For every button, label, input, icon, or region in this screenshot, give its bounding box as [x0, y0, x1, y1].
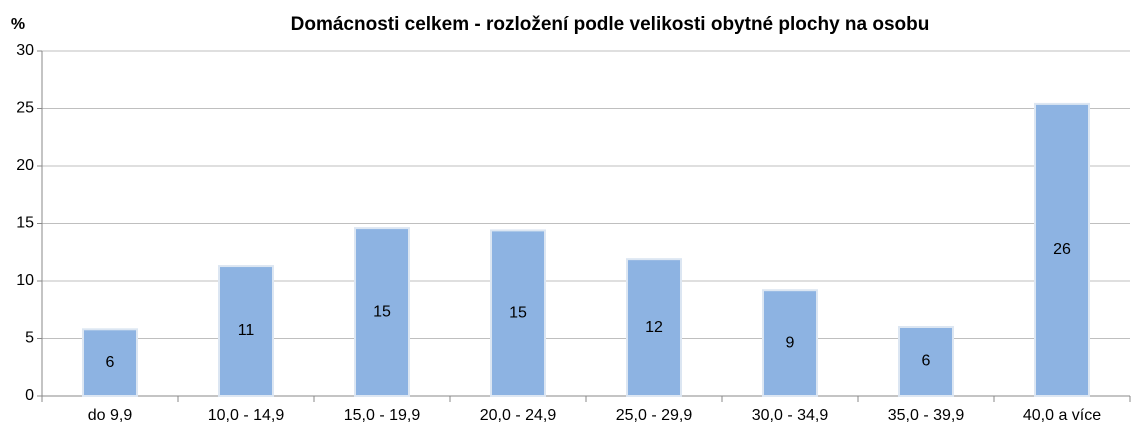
x-tick-label: 25,0 - 29,9: [616, 407, 693, 424]
y-tick-label: 15: [16, 215, 34, 232]
data-label: 12: [645, 319, 663, 336]
x-tick-label: 10,0 - 14,9: [208, 407, 285, 424]
y-tick-label: 5: [25, 330, 34, 347]
bar: [626, 258, 682, 397]
x-tick-label: 20,0 - 24,9: [480, 407, 557, 424]
bar: [490, 229, 546, 397]
data-label: 11: [238, 322, 255, 339]
y-axis-label: %: [11, 16, 25, 33]
x-tick-label: 30,0 - 34,9: [752, 407, 829, 424]
data-label: 6: [922, 353, 931, 370]
data-label: 26: [1053, 241, 1071, 258]
y-tick-label: 30: [16, 42, 34, 59]
data-label: 15: [373, 303, 391, 320]
bar: [82, 328, 138, 397]
data-label: 9: [786, 334, 795, 351]
y-tick-label: 10: [16, 272, 34, 289]
data-label: 6: [106, 354, 115, 371]
y-tick-label: 20: [16, 157, 34, 174]
x-tick-label: 35,0 - 39,9: [888, 407, 965, 424]
bar: [354, 227, 410, 397]
x-tick-label: 15,0 - 19,9: [344, 407, 421, 424]
bar: [1034, 102, 1090, 398]
x-tick-label: 40,0 a více: [1023, 407, 1101, 424]
y-tick-label: 25: [16, 100, 34, 117]
bar: [218, 265, 274, 397]
bar: [762, 289, 818, 398]
bar: [898, 326, 954, 397]
x-tick-label: do 9,9: [88, 407, 133, 424]
y-tick-label: 0: [25, 387, 34, 404]
data-label: 15: [509, 304, 527, 321]
chart-title: Domácnosti celkem - rozložení podle veli…: [291, 14, 930, 35]
